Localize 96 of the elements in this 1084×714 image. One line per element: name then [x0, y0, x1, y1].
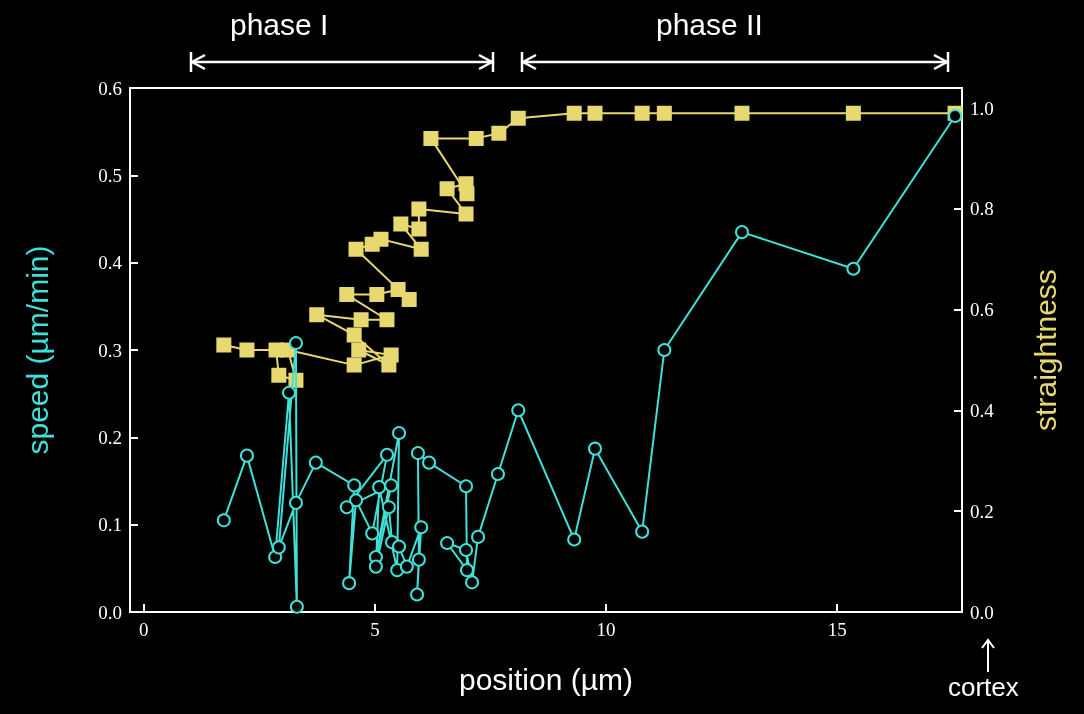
- point: [414, 520, 429, 535]
- point: [635, 524, 650, 539]
- x-axis-title: position (µm): [459, 662, 633, 696]
- point: [846, 261, 861, 276]
- y2-tick-label: 0.0: [970, 601, 994, 623]
- point: [471, 529, 486, 544]
- point: [634, 105, 650, 121]
- point: [423, 130, 439, 146]
- point: [459, 543, 474, 557]
- point: [393, 216, 409, 232]
- point: [566, 105, 582, 121]
- x-tick-label: 15: [827, 619, 847, 640]
- text: phase II: [656, 8, 763, 42]
- point: [411, 552, 426, 567]
- point: [384, 478, 399, 493]
- point: [468, 130, 484, 146]
- point: [288, 495, 303, 510]
- point: [373, 231, 389, 247]
- point: [392, 425, 407, 440]
- point: [351, 342, 367, 358]
- y-tick-label: 0.2: [98, 426, 122, 448]
- y2-axis-title: straightness: [1028, 269, 1062, 431]
- y-tick-label: 0.6: [98, 77, 122, 99]
- point: [459, 186, 475, 202]
- point: [369, 287, 385, 303]
- point: [365, 526, 380, 541]
- y-tick-label: 0.0: [98, 601, 122, 623]
- point: [271, 367, 287, 383]
- point: [239, 448, 254, 463]
- point: [657, 343, 672, 357]
- point: [588, 441, 602, 456]
- point: [289, 599, 304, 614]
- y2-tick-label: 0.8: [970, 198, 994, 220]
- point: [288, 336, 303, 351]
- y-tick-label: 0.5: [98, 164, 122, 186]
- y2-tick-label: 1.0: [970, 97, 994, 119]
- x-tick-label: 10: [596, 619, 616, 640]
- x-tick-label: 0: [139, 619, 149, 640]
- y-tick-label: 0.3: [98, 339, 122, 361]
- y2-tick-label: 0.6: [970, 299, 994, 321]
- point: [567, 532, 582, 547]
- y2-tick-label: 0.2: [970, 500, 994, 522]
- point: [440, 536, 455, 550]
- point: [342, 576, 357, 591]
- y-tick-label: 0.1: [98, 514, 122, 536]
- point: [368, 559, 383, 574]
- point: [490, 467, 505, 482]
- point: [308, 455, 323, 470]
- point: [271, 540, 286, 555]
- x-tick-label: 5: [370, 619, 380, 640]
- point: [353, 312, 369, 328]
- point: [410, 587, 425, 602]
- y-axis-title: speed (µm/min): [20, 245, 54, 455]
- point: [459, 479, 474, 494]
- point: [845, 105, 861, 121]
- point: [216, 337, 232, 353]
- point: [459, 563, 474, 578]
- point: [239, 342, 255, 358]
- point: [734, 225, 749, 240]
- point: [411, 201, 427, 217]
- point: [458, 206, 474, 222]
- point: [656, 105, 672, 121]
- point: [349, 493, 364, 508]
- point: [510, 110, 526, 126]
- y2-tick-label: 0.4: [970, 399, 995, 421]
- point: [410, 446, 425, 461]
- point: [399, 559, 414, 574]
- point: [381, 500, 396, 515]
- point: [339, 500, 354, 515]
- point: [392, 539, 407, 554]
- point: [511, 403, 526, 418]
- point: [401, 292, 417, 308]
- point: [379, 312, 395, 328]
- y-tick-label: 0.4: [98, 252, 123, 274]
- point: [411, 221, 427, 237]
- point: [372, 480, 387, 495]
- point: [390, 282, 406, 298]
- point: [346, 357, 362, 373]
- point: [309, 307, 325, 323]
- point: [339, 287, 355, 303]
- point: [465, 575, 480, 590]
- point: [347, 478, 362, 493]
- point: [348, 241, 364, 257]
- point: [216, 513, 231, 528]
- text: cortex: [948, 672, 1019, 703]
- point: [380, 447, 394, 462]
- point: [734, 105, 750, 121]
- point: [439, 181, 455, 197]
- point: [491, 125, 507, 141]
- point: [282, 385, 296, 400]
- point: [346, 327, 362, 343]
- point: [422, 455, 437, 470]
- point: [587, 105, 603, 121]
- point: [413, 241, 429, 257]
- text: phase I: [230, 8, 329, 42]
- point: [381, 357, 397, 373]
